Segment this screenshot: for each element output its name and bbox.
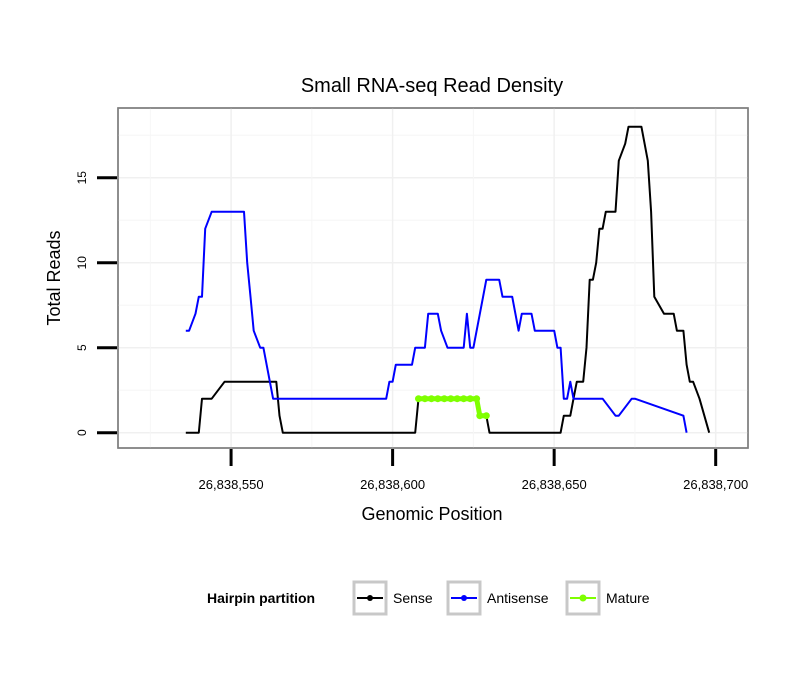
- plot-panel: [117, 107, 749, 449]
- x-tick-label: 26,838,600: [360, 477, 425, 492]
- mature-point: [473, 395, 481, 403]
- x-tick-label: 26,838,700: [683, 477, 748, 492]
- x-tick-label: 26,838,550: [199, 477, 264, 492]
- y-tick-label: 5: [75, 344, 89, 351]
- legend-label-sense: Sense: [393, 590, 433, 606]
- chart-title: Small RNA-seq Read Density: [301, 75, 563, 97]
- legend-marker-antisense: [461, 595, 467, 601]
- legend-item-sense: Sense: [352, 580, 433, 616]
- legend-item-mature: Mature: [565, 580, 650, 616]
- y-axis: 0 5 10 15: [75, 171, 117, 436]
- y-tick-label: 15: [75, 171, 89, 185]
- mature-point: [440, 395, 448, 403]
- x-tick-label: 26,838,650: [522, 477, 587, 492]
- legend-title: Hairpin partition: [207, 590, 315, 606]
- mature-points: [415, 395, 490, 420]
- legend-label-mature: Mature: [606, 590, 650, 606]
- legend-item-antisense: Antisense: [446, 580, 549, 616]
- mature-point: [466, 395, 474, 403]
- y-axis-label: Total Reads: [44, 230, 64, 325]
- mature-point: [421, 395, 429, 403]
- y-tick-label: 0: [75, 429, 89, 436]
- mature-point: [460, 395, 468, 403]
- legend-marker-sense: [367, 595, 373, 601]
- mature-point: [447, 395, 455, 403]
- legend-marker-mature: [579, 594, 587, 602]
- mature-point: [476, 412, 484, 420]
- mature-point: [482, 412, 490, 420]
- mature-point: [434, 395, 442, 403]
- legend: Hairpin partition Sense Antisense Mature: [207, 580, 650, 616]
- mature-point: [427, 395, 435, 403]
- series-line-antisense: [185, 210, 688, 433]
- grid-lines: [118, 108, 748, 448]
- x-axis-label: Genomic Position: [361, 504, 502, 524]
- x-axis: 26,838,550 26,838,600 26,838,650 26,838,700: [199, 449, 748, 492]
- y-tick-label: 10: [75, 256, 89, 270]
- mature-point: [453, 395, 461, 403]
- mature-point: [415, 395, 422, 403]
- plot-border: [117, 107, 749, 449]
- series-line-sense: [185, 125, 711, 434]
- legend-label-antisense: Antisense: [487, 590, 549, 606]
